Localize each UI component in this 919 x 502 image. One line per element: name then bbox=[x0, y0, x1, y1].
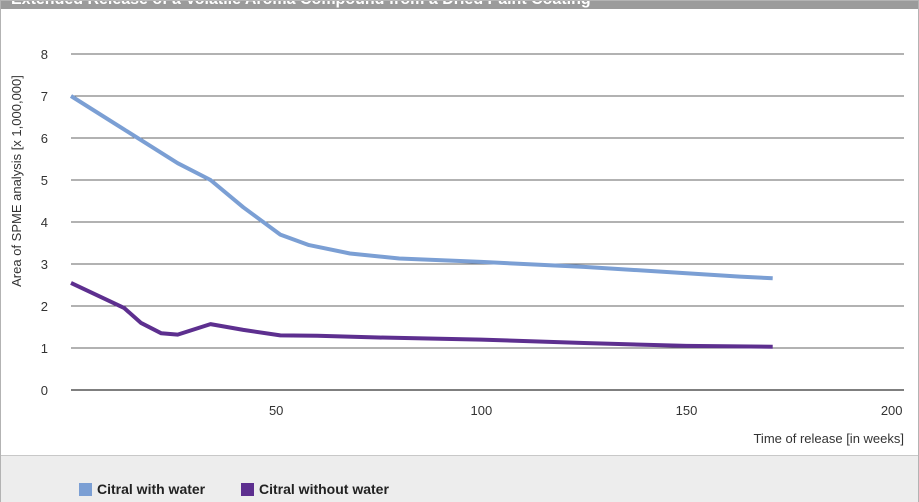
x-tick-label: 50 bbox=[269, 403, 283, 418]
legend-area bbox=[1, 455, 918, 502]
gridlines bbox=[71, 53, 904, 391]
series-line-citral-with-water bbox=[69, 94, 773, 281]
legend-swatch-citral-with-water bbox=[79, 482, 92, 496]
y-tick-label: 6 bbox=[41, 131, 48, 146]
x-tick-label: 200 bbox=[881, 403, 903, 418]
legend-swatch-citral-without-water bbox=[241, 482, 254, 496]
y-tick-label: 4 bbox=[41, 215, 48, 230]
legend-label: Citral with water bbox=[97, 481, 206, 497]
legend-item-citral-without-water: Citral without water bbox=[241, 481, 389, 497]
y-tick-label: 5 bbox=[41, 173, 48, 188]
series-line-citral-without-water bbox=[70, 281, 773, 349]
chart-title: Extended Release of a Volatile Aroma Com… bbox=[11, 1, 591, 9]
y-axis-label: Area of SPME analysis [x 1,000,000] bbox=[9, 75, 24, 287]
x-tick-label: 100 bbox=[470, 403, 492, 418]
y-tick-label: 3 bbox=[41, 257, 48, 272]
series-layer bbox=[69, 94, 773, 349]
y-tick-label: 8 bbox=[41, 47, 48, 62]
x-tick-label: 150 bbox=[676, 403, 698, 418]
legend-item-citral-with-water: Citral with water bbox=[79, 481, 205, 497]
legend-label: Citral without water bbox=[259, 481, 389, 497]
y-tick-labels: 0 1 2 3 4 5 6 7 8 bbox=[41, 47, 48, 398]
chart-title-bar: Extended Release of a Volatile Aroma Com… bbox=[1, 1, 918, 9]
y-tick-label: 2 bbox=[41, 299, 48, 314]
y-tick-label: 0 bbox=[41, 383, 48, 398]
y-tick-label: 1 bbox=[41, 341, 48, 356]
x-axis-label: Time of release [in weeks] bbox=[753, 431, 904, 446]
line-chart: 0 1 2 3 4 5 6 7 8 50 100 150 200 Area of SPME analy… bbox=[9, 47, 904, 446]
x-tick-labels: 50 100 150 200 bbox=[269, 403, 903, 418]
y-tick-label: 7 bbox=[41, 89, 48, 104]
